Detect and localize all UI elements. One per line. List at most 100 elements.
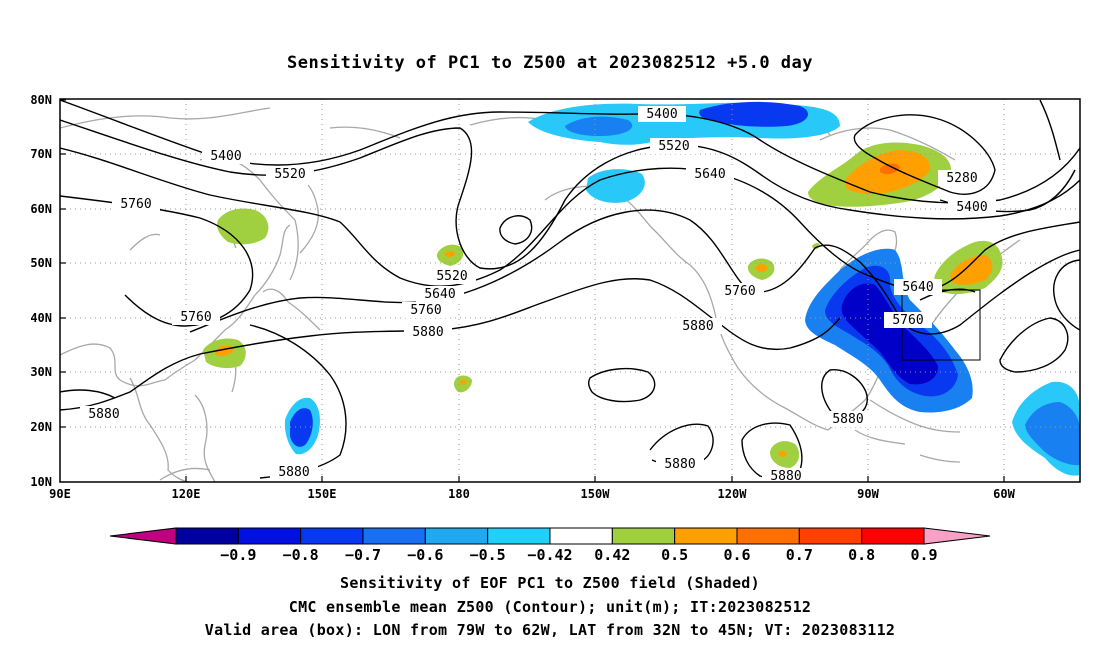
svg-text:5760: 5760 — [410, 303, 441, 318]
contour-5880-main — [60, 278, 841, 411]
colorbar-box — [736, 527, 800, 545]
lon-label: 180 — [448, 487, 470, 501]
lon-label: 150W — [581, 487, 611, 501]
lat-label: 80N — [30, 93, 52, 107]
shade-pos-small-bc — [812, 243, 820, 249]
colorbar-box — [798, 527, 863, 545]
shade-pos-dateline-south-core — [460, 379, 467, 385]
lon-label: 120W — [718, 487, 748, 501]
colorbar-tick-label: 0.7 — [786, 546, 813, 564]
contour-label: 5760 — [716, 283, 764, 299]
colorbar-box — [300, 527, 364, 545]
lat-label: 10N — [30, 475, 52, 489]
shade-pos-bc-core — [755, 264, 768, 273]
contour-label: 5400 — [202, 148, 250, 164]
colorbar-extend-low — [109, 527, 177, 545]
caption-line-2: CMC ensemble mean Z500 (Contour); unit(m… — [289, 598, 812, 616]
svg-text:5400: 5400 — [210, 149, 241, 164]
contour-label: 5880 — [674, 318, 722, 334]
shade-pos-east-asia-outer — [217, 208, 269, 245]
svg-text:5400: 5400 — [646, 107, 677, 122]
map-title: Sensitivity of PC1 to Z500 at 2023082512… — [287, 53, 813, 73]
colorbar-tick-label: −0.5 — [470, 546, 506, 564]
colorbar-box — [611, 527, 676, 545]
svg-text:5880: 5880 — [682, 319, 713, 334]
colorbar-box — [674, 527, 738, 545]
lon-label: 90W — [857, 487, 879, 501]
contour-label: 5520 — [650, 138, 698, 154]
svg-text:5880: 5880 — [832, 412, 863, 427]
contour-label: 5760 — [402, 302, 450, 318]
contour-label: 5280 — [938, 170, 986, 186]
svg-text:5760: 5760 — [724, 284, 755, 299]
svg-text:5640: 5640 — [902, 280, 933, 295]
coastlines — [60, 107, 1080, 482]
contour-5760-east-loop — [1053, 259, 1080, 331]
svg-text:5640: 5640 — [424, 287, 455, 302]
contour-label: 5760 — [884, 312, 932, 328]
shade-pos-dateline-north-core — [444, 251, 455, 257]
contour-labels: 5400 5520 5760 5640 5280 5400 5520 5640 … — [80, 106, 996, 482]
contour-label: 5880 — [404, 324, 452, 340]
svg-text:5400: 5400 — [956, 200, 987, 215]
lon-label: 120E — [172, 487, 201, 501]
contour-label: 5880 — [656, 456, 704, 472]
svg-text:5640: 5640 — [694, 167, 725, 182]
colorbar-tick-label: −0.6 — [407, 546, 443, 564]
map-frame — [59, 98, 1081, 483]
svg-text:5880: 5880 — [88, 407, 119, 422]
lon-label: 150E — [308, 487, 337, 501]
contour-label: 5400 — [638, 106, 686, 122]
svg-text:5880: 5880 — [664, 457, 695, 472]
colorbar-box — [487, 527, 551, 545]
colorbar-tick-label: 0.5 — [661, 546, 688, 564]
svg-text:5280: 5280 — [946, 171, 977, 186]
colorbar-box — [549, 527, 613, 545]
shade-pos-labrador-core — [950, 255, 993, 285]
svg-text:5880: 5880 — [278, 465, 309, 480]
shade-neg-alaska-gulf — [586, 169, 645, 203]
contour-5280 — [853, 114, 996, 195]
svg-text:5520: 5520 — [658, 139, 689, 154]
colorbar-extend-high — [923, 527, 991, 545]
lat-labels: 10N 20N 30N 40N 50N 60N 70N 80N — [30, 93, 52, 489]
shade-neg-west-pacific-core — [290, 408, 313, 447]
caption-line-3: Valid area (box): LON from 79W to 62W, L… — [205, 621, 895, 639]
colorbar-tick-label: −0.7 — [345, 546, 381, 564]
colorbar-tick-label: −0.42 — [527, 546, 572, 564]
colorbar-tick-label: −0.8 — [283, 546, 319, 564]
lat-label: 30N — [30, 365, 52, 379]
colorbar-tick-label: 0.9 — [910, 546, 937, 564]
lat-label: 40N — [30, 311, 52, 325]
contour-label: 5880 — [762, 468, 810, 482]
contour-label: 5400 — [948, 199, 996, 215]
colorbar-tick-label: 0.6 — [723, 546, 750, 564]
caption-line-1: Sensitivity of EOF PC1 to Z500 field (Sh… — [340, 574, 760, 592]
lat-label: 20N — [30, 420, 52, 434]
shade-neg-arctic-core — [699, 101, 808, 127]
contour-label: 5880 — [80, 406, 128, 422]
svg-text:5520: 5520 — [436, 269, 467, 284]
shade-neg-east-us-core — [841, 283, 938, 385]
contour-label: 5880 — [824, 411, 872, 427]
colorbar-box — [861, 527, 925, 545]
contour-label: 5640 — [416, 286, 464, 302]
contour-label: 5640 — [686, 166, 734, 182]
colorbar-tick-labels: −0.9 −0.8 −0.7 −0.6 −0.5 −0.42 0.42 0.5 0.6 0.7 0.… — [220, 546, 937, 564]
contour-5880-atlantic — [999, 317, 1069, 373]
svg-text:5520: 5520 — [274, 167, 305, 182]
lat-label: 50N — [30, 256, 52, 270]
colorbar-box — [175, 527, 239, 545]
contour-5400-arctic — [1039, 99, 1061, 161]
shade-neg-north-pacific-core — [565, 116, 633, 136]
lon-labels: 90E 120E 150E 180 150W 120W 90W 60W — [49, 487, 1015, 501]
shade-pos-mexico-core — [778, 451, 787, 457]
contour-label: 5760 — [112, 196, 160, 212]
contour-5880-mid-pacific — [587, 367, 656, 403]
svg-text:5760: 5760 — [892, 313, 923, 328]
shade-pos-greenland-peak — [880, 163, 900, 175]
shade-neg-atlantic-mid — [1025, 402, 1080, 466]
svg-text:5760: 5760 — [120, 197, 151, 212]
colorbar-box — [237, 527, 302, 545]
